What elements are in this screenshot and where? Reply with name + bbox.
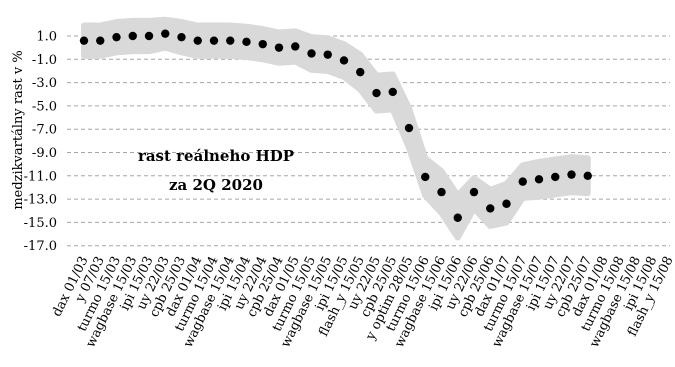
data-point — [404, 123, 414, 133]
y-tick-label: -3.0 — [32, 76, 57, 91]
data-point — [291, 42, 300, 51]
y-tick-label: -11.0 — [24, 169, 57, 184]
annotation-line-2: za 2Q 2020 — [169, 176, 263, 194]
data-point — [469, 187, 479, 197]
data-point — [128, 31, 137, 41]
y-tick-labels: 1.0 -1.0 -3.0 -5.0 -7.0 -9.0 -11.0 -13.0 -15.0 -1… — [24, 30, 57, 255]
y-tick-label: -7.0 — [32, 123, 57, 138]
data-point — [323, 50, 332, 59]
confidence-band — [81, 16, 591, 241]
data-point — [583, 171, 592, 180]
data-point — [79, 36, 89, 45]
confidence-band-area — [81, 16, 591, 241]
data-point — [551, 172, 560, 182]
data-point — [502, 199, 511, 208]
data-point — [534, 175, 544, 184]
data-point — [112, 32, 121, 42]
data-point — [388, 87, 397, 97]
data-point — [372, 88, 381, 98]
data-point — [274, 43, 284, 52]
y-tick-label: 1.0 — [36, 30, 57, 45]
y-tick-label: -17.0 — [24, 239, 57, 254]
data-point — [421, 172, 430, 182]
data-point — [161, 29, 170, 38]
data-point — [486, 204, 495, 213]
annotation-line-1: rast reálneho HDP — [138, 147, 294, 165]
y-tick-label: -13.0 — [24, 193, 57, 208]
data-point — [567, 170, 576, 179]
data-point — [96, 36, 105, 45]
y-tick-label: -15.0 — [24, 216, 57, 231]
data-point — [339, 56, 349, 65]
y-axis-label: medzikvartálny rast v % — [11, 50, 26, 209]
data-point — [437, 187, 446, 197]
data-point — [453, 213, 462, 222]
y-tick-label: -5.0 — [32, 99, 57, 114]
data-points — [79, 29, 592, 222]
data-point — [242, 37, 251, 47]
data-point — [144, 31, 154, 41]
data-point — [226, 36, 235, 45]
data-point — [356, 67, 365, 77]
data-point — [177, 32, 186, 42]
grid-lines — [67, 35, 670, 247]
data-point — [193, 36, 202, 45]
data-point — [258, 39, 267, 49]
data-point — [209, 36, 219, 45]
y-tick-label: -1.0 — [32, 53, 57, 68]
data-point — [518, 177, 527, 186]
data-point — [307, 49, 316, 58]
y-tick-label: -9.0 — [32, 146, 57, 161]
